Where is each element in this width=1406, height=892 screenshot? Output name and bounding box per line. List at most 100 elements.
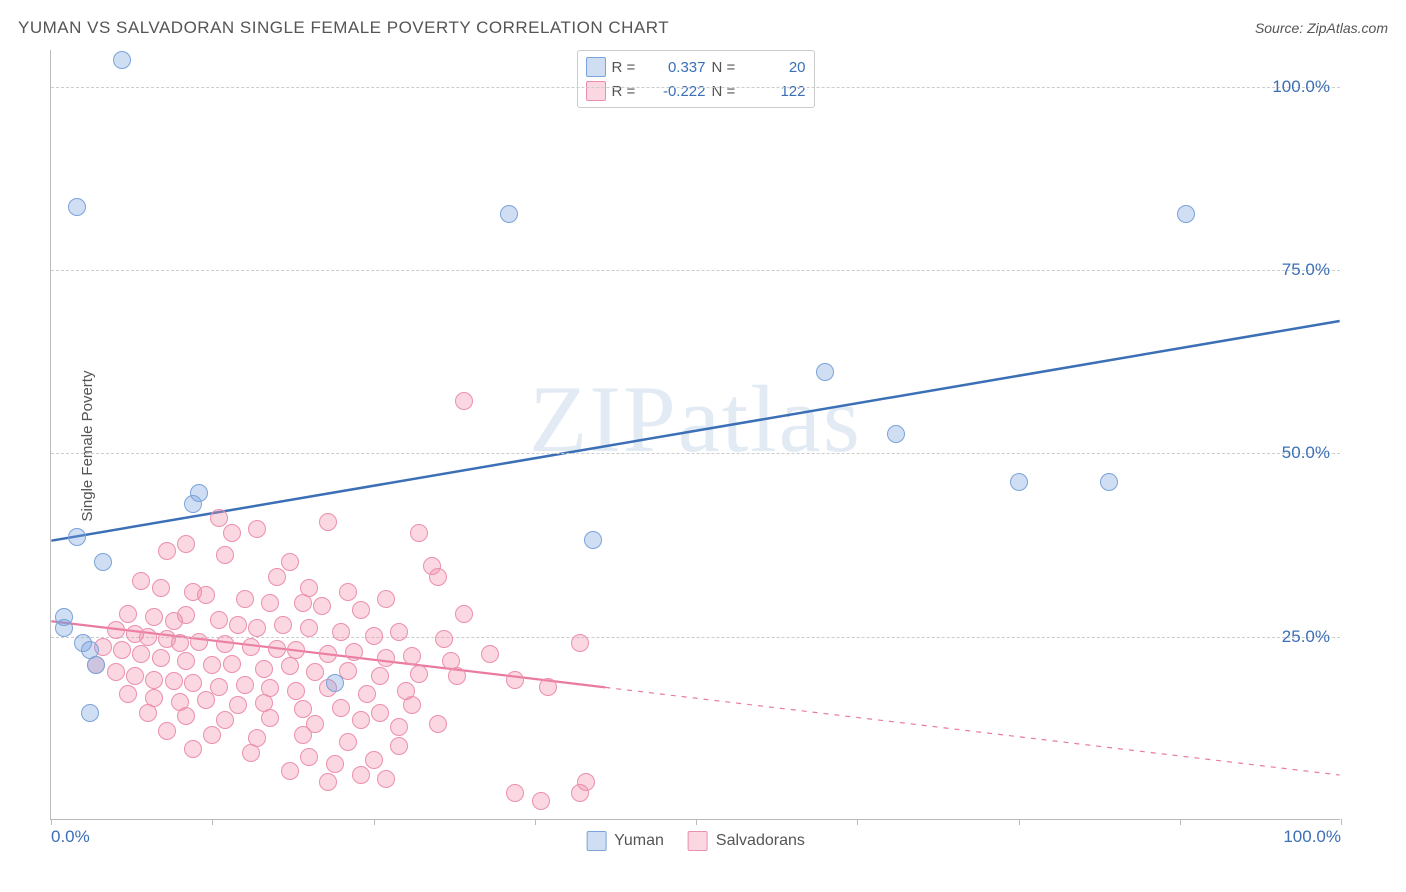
scatter-point-salvadorans: [339, 733, 357, 751]
y-tick-label: 50.0%: [1282, 443, 1330, 463]
x-tick-mark: [857, 819, 858, 825]
legend-item-salvadorans: Salvadorans: [688, 831, 805, 851]
scatter-point-salvadorans: [216, 635, 234, 653]
scatter-point-yuman: [816, 363, 834, 381]
scatter-point-salvadorans: [577, 773, 595, 791]
scatter-point-yuman: [55, 619, 73, 637]
scatter-point-salvadorans: [107, 621, 125, 639]
gridline: [51, 637, 1340, 638]
scatter-point-yuman: [94, 553, 112, 571]
scatter-point-salvadorans: [435, 630, 453, 648]
scatter-point-salvadorans: [210, 611, 228, 629]
scatter-point-salvadorans: [229, 616, 247, 634]
scatter-point-salvadorans: [294, 700, 312, 718]
legend-label-yuman: Yuman: [614, 832, 664, 850]
n-label: N =: [712, 83, 744, 100]
scatter-point-salvadorans: [332, 623, 350, 641]
scatter-point-salvadorans: [326, 755, 344, 773]
scatter-point-yuman: [1010, 473, 1028, 491]
scatter-point-yuman: [887, 425, 905, 443]
scatter-point-salvadorans: [242, 744, 260, 762]
y-tick-label: 25.0%: [1282, 627, 1330, 647]
scatter-point-salvadorans: [481, 645, 499, 663]
scatter-point-salvadorans: [365, 627, 383, 645]
legend-row-salvadorans: R = -0.222 N = 122: [586, 79, 806, 103]
source-prefix: Source:: [1255, 20, 1307, 36]
n-value-yuman: 20: [750, 59, 806, 76]
scatter-point-yuman: [81, 704, 99, 722]
scatter-point-salvadorans: [571, 634, 589, 652]
legend-item-yuman: Yuman: [586, 831, 664, 851]
scatter-point-salvadorans: [203, 656, 221, 674]
scatter-point-salvadorans: [145, 608, 163, 626]
scatter-point-yuman: [68, 528, 86, 546]
scatter-point-yuman: [584, 531, 602, 549]
scatter-point-salvadorans: [119, 605, 137, 623]
scatter-point-salvadorans: [119, 685, 137, 703]
x-tick-mark: [696, 819, 697, 825]
scatter-point-salvadorans: [139, 628, 157, 646]
scatter-point-salvadorans: [281, 657, 299, 675]
scatter-point-salvadorans: [352, 766, 370, 784]
scatter-point-salvadorans: [268, 640, 286, 658]
scatter-point-salvadorans: [184, 674, 202, 692]
scatter-point-salvadorans: [377, 590, 395, 608]
scatter-point-salvadorans: [248, 619, 266, 637]
r-label: R =: [612, 59, 644, 76]
r-label: R =: [612, 83, 644, 100]
scatter-point-salvadorans: [371, 704, 389, 722]
gridline: [51, 453, 1340, 454]
legend-swatch-salvadorans: [688, 831, 708, 851]
scatter-point-salvadorans: [345, 643, 363, 661]
scatter-point-salvadorans: [126, 667, 144, 685]
scatter-point-salvadorans: [107, 663, 125, 681]
scatter-point-salvadorans: [255, 660, 273, 678]
scatter-point-salvadorans: [197, 691, 215, 709]
scatter-point-salvadorans: [261, 594, 279, 612]
scatter-point-salvadorans: [268, 568, 286, 586]
x-tick-mark: [212, 819, 213, 825]
scatter-point-salvadorans: [390, 718, 408, 736]
gridline: [51, 87, 1340, 88]
x-tick-mark: [374, 819, 375, 825]
source-name: ZipAtlas.com: [1307, 20, 1388, 36]
scatter-point-salvadorans: [300, 748, 318, 766]
scatter-point-salvadorans: [152, 649, 170, 667]
r-value-yuman: 0.337: [650, 59, 706, 76]
legend-row-yuman: R = 0.337 N = 20: [586, 55, 806, 79]
scatter-point-yuman: [1100, 473, 1118, 491]
scatter-point-yuman: [326, 674, 344, 692]
scatter-point-salvadorans: [113, 641, 131, 659]
legend-swatch-salvadorans: [586, 81, 606, 101]
scatter-point-salvadorans: [506, 671, 524, 689]
series-legend: Yuman Salvadorans: [586, 831, 805, 851]
scatter-point-salvadorans: [248, 520, 266, 538]
scatter-point-salvadorans: [539, 678, 557, 696]
scatter-point-salvadorans: [210, 509, 228, 527]
scatter-point-salvadorans: [197, 586, 215, 604]
scatter-point-salvadorans: [532, 792, 550, 810]
scatter-point-salvadorans: [403, 696, 421, 714]
scatter-point-salvadorans: [429, 715, 447, 733]
x-tick-label: 100.0%: [1283, 827, 1341, 847]
legend-label-salvadorans: Salvadorans: [716, 832, 805, 850]
chart-title: YUMAN VS SALVADORAN SINGLE FEMALE POVERT…: [18, 18, 669, 38]
scatter-point-salvadorans: [313, 597, 331, 615]
scatter-point-salvadorans: [236, 590, 254, 608]
scatter-point-salvadorans: [287, 682, 305, 700]
scatter-point-salvadorans: [377, 649, 395, 667]
y-tick-label: 100.0%: [1272, 77, 1330, 97]
scatter-point-salvadorans: [319, 773, 337, 791]
scatter-point-salvadorans: [177, 606, 195, 624]
gridline: [51, 270, 1340, 271]
scatter-point-yuman: [1177, 205, 1195, 223]
scatter-point-salvadorans: [145, 671, 163, 689]
x-tick-mark: [535, 819, 536, 825]
scatter-point-salvadorans: [352, 711, 370, 729]
watermark: ZIPatlas: [529, 364, 862, 474]
scatter-point-salvadorans: [158, 722, 176, 740]
scatter-point-salvadorans: [319, 513, 337, 531]
legend-swatch-yuman: [586, 831, 606, 851]
x-tick-mark: [1341, 819, 1342, 825]
scatter-point-salvadorans: [190, 633, 208, 651]
